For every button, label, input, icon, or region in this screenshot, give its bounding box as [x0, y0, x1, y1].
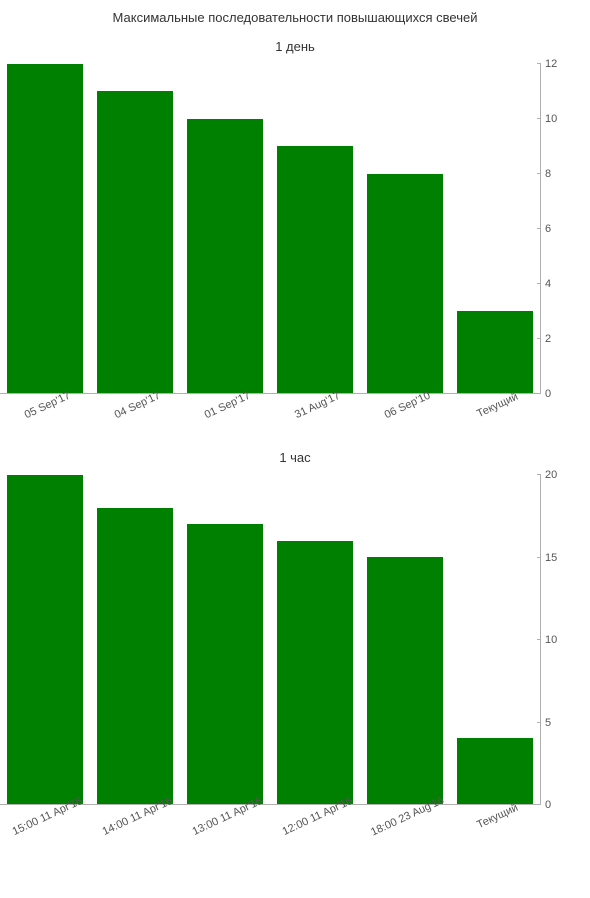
chart2-x-label-slot: 18:00 23 Aug'16 — [360, 805, 450, 855]
chart2-y-axis: 05101520 — [540, 475, 570, 805]
chart2-bar — [277, 541, 354, 804]
chart2-x-label-slot: 12:00 11 Apr'16 — [270, 805, 360, 855]
chart2-bar-slot — [450, 475, 540, 804]
chart2-x-label-slot: Текущий — [450, 805, 540, 855]
chart1-bar — [7, 64, 84, 393]
chart2-bar — [367, 557, 444, 804]
chart2-y-tick-label: 10 — [545, 634, 557, 646]
chart1-bar-slot — [450, 64, 540, 393]
chart1-x-label-slot: 06 Sep'10 — [360, 394, 450, 444]
chart2-y-tick-label: 0 — [545, 799, 551, 811]
chart1-y-tick-label: 4 — [545, 278, 551, 290]
chart1-x-labels: 05 Sep'1704 Sep'1701 Sep'1731 Aug'1706 S… — [0, 394, 540, 444]
chart1-plot-wrap: 024681012 — [0, 64, 590, 394]
chart2-bar-slot — [180, 475, 270, 804]
chart1-x-label-slot: 05 Sep'17 — [0, 394, 90, 444]
chart1-y-tick-label: 10 — [545, 113, 557, 125]
chart1-y-axis: 024681012 — [540, 64, 570, 394]
chart1-y-tick-label: 12 — [545, 58, 557, 70]
chart1-bars — [0, 64, 540, 393]
chart1-y-tick-mark — [537, 173, 541, 174]
chart2-subtitle: 1 час — [0, 444, 590, 475]
chart2-x-label-slot: 13:00 11 Apr'16 — [180, 805, 270, 855]
chart1-x-label-slot: 31 Aug'17 — [270, 394, 360, 444]
chart1-bar — [457, 311, 534, 393]
chart1-bar-slot — [180, 64, 270, 393]
chart-1-hour: 1 час 0 5 10 15 20 15:00 11 Apr'1614:00 11 A… — [0, 444, 590, 855]
chart1-x-label-slot: 04 Sep'17 — [90, 394, 180, 444]
chart1-bar — [187, 119, 264, 393]
chart1-bar-slot — [270, 64, 360, 393]
chart1-x-label: 04 Sep'17 — [113, 390, 163, 422]
chart1-x-label: Текущий — [475, 391, 520, 420]
chart2-y-tick-label: 5 — [545, 717, 551, 729]
chart2-bar-slot — [0, 475, 90, 804]
chart1-x-label: 05 Sep'17 — [23, 390, 73, 422]
chart1-bar — [367, 174, 444, 393]
chart1-bar-slot — [360, 64, 450, 393]
chart1-y-tick-mark — [537, 338, 541, 339]
chart2-x-label-slot: 15:00 11 Apr'16 — [0, 805, 90, 855]
chart2-bars — [0, 475, 540, 804]
chart2-bar — [7, 475, 84, 804]
chart1-x-label: 31 Aug'17 — [293, 390, 342, 421]
chart1-bar-slot — [0, 64, 90, 393]
chart1-y-tick-mark — [537, 283, 541, 284]
chart2-bar-slot — [270, 475, 360, 804]
chart1-bar-slot — [90, 64, 180, 393]
chart2-y-tick-mark — [537, 474, 541, 475]
chart1-y-tick-label: 2 — [545, 333, 551, 345]
chart2-bar — [457, 738, 534, 804]
chart1-y-tick-mark — [537, 63, 541, 64]
chart1-y-tick-mark — [537, 118, 541, 119]
chart2-y-tick-label: 15 — [545, 552, 557, 564]
chart2-bar — [187, 524, 264, 804]
chart1-y-tick-mark — [537, 228, 541, 229]
chart2-x-labels: 15:00 11 Apr'1614:00 11 Apr'1613:00 11 A… — [0, 805, 540, 855]
chart1-subtitle: 1 день — [0, 33, 590, 64]
chart1-x-label-slot: Текущий — [450, 394, 540, 444]
chart2-y-tick-mark — [537, 557, 541, 558]
chart1-x-label: 01 Sep'17 — [203, 390, 253, 422]
chart-1-day: 1 день 024681012 05 Sep'1704 Sep'1701 Se… — [0, 33, 590, 444]
chart2-bar-slot — [360, 475, 450, 804]
chart1-y-tick-label: 0 — [545, 388, 551, 400]
chart1-x-label-slot: 01 Sep'17 — [180, 394, 270, 444]
chart1-plot-area — [0, 64, 540, 394]
chart2-y-tick-label: 20 — [545, 469, 557, 481]
chart2-plot-wrap: 05101520 — [0, 475, 590, 805]
chart2-bar-slot — [90, 475, 180, 804]
chart2-x-label: Текущий — [475, 802, 520, 831]
main-title: Максимальные последовательности повышающ… — [0, 0, 590, 33]
chart2-bar — [97, 508, 174, 804]
chart1-bar — [97, 91, 174, 393]
chart2-x-label-slot: 14:00 11 Apr'16 — [90, 805, 180, 855]
chart2-plot-area — [0, 475, 540, 805]
chart1-y-tick-label: 6 — [545, 223, 551, 235]
chart1-x-label: 06 Sep'10 — [383, 390, 433, 422]
chart1-bar — [277, 146, 354, 393]
chart2-y-tick-mark — [537, 722, 541, 723]
chart2-y-tick-mark — [537, 639, 541, 640]
chart1-y-tick-label: 8 — [545, 168, 551, 180]
